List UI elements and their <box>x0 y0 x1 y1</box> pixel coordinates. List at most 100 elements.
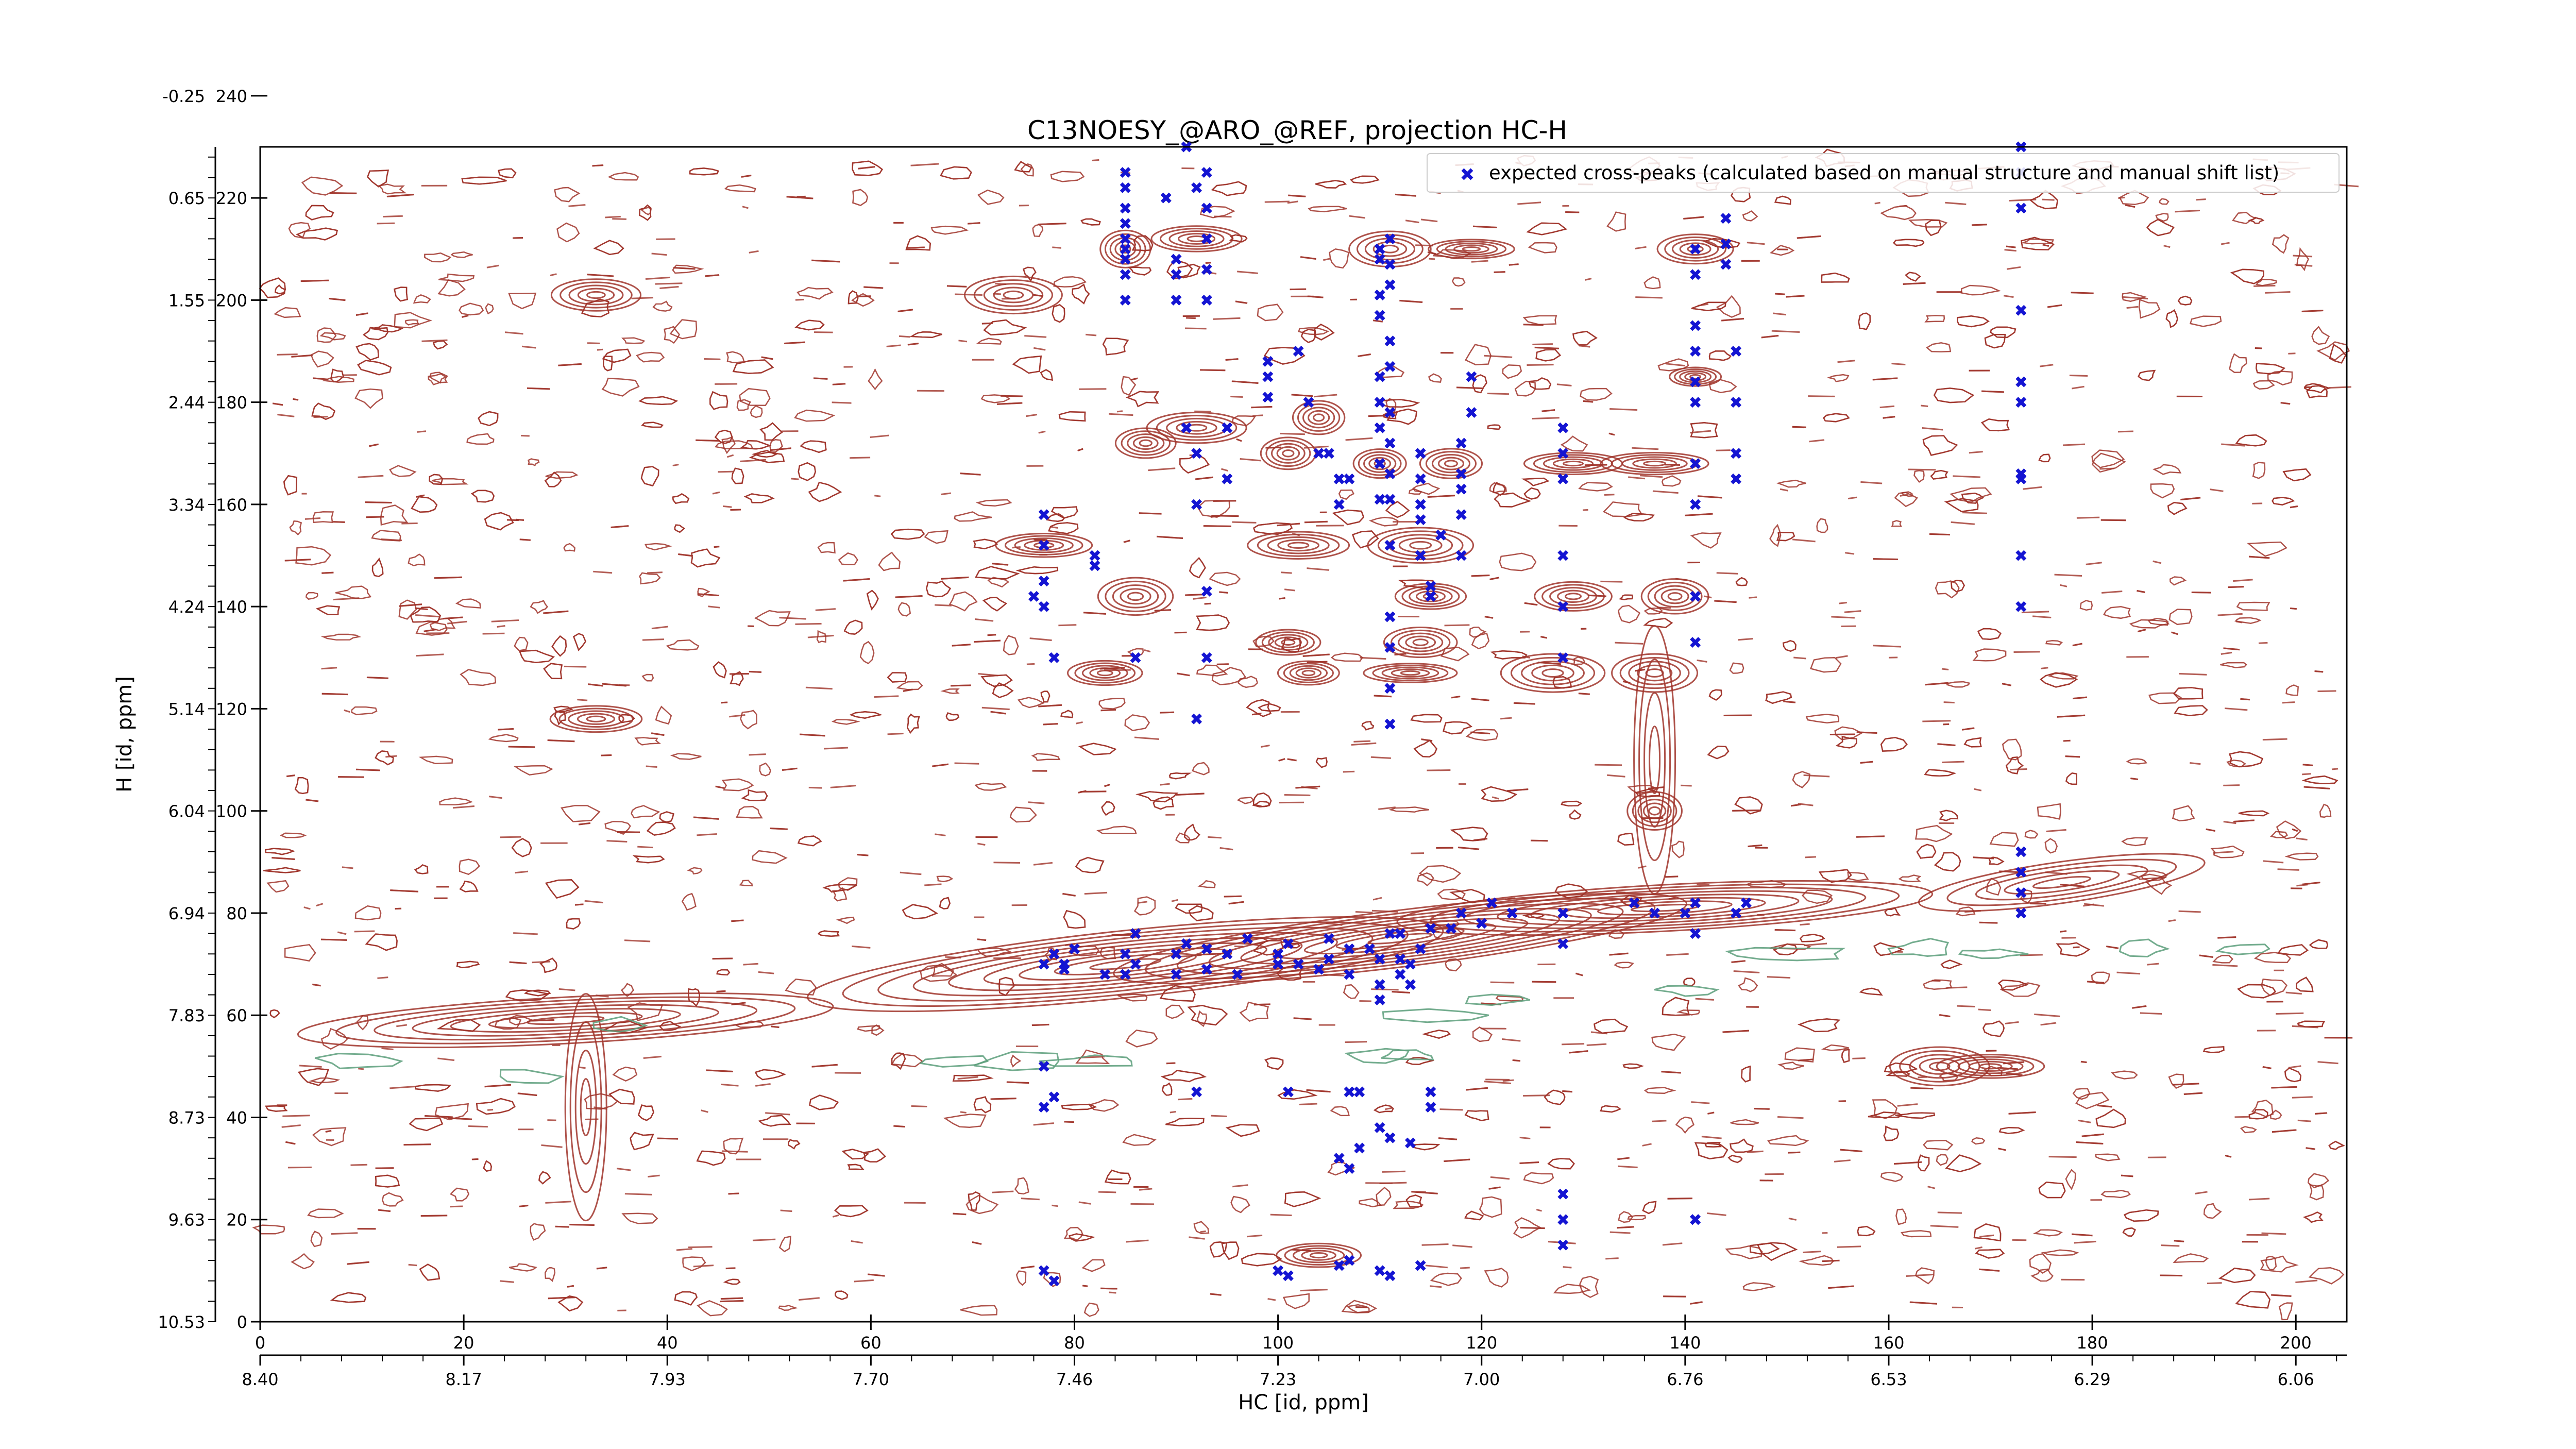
contour-line <box>1051 506 1078 519</box>
contour-line <box>1040 690 1050 703</box>
contour-line <box>305 592 318 600</box>
contour-line <box>2037 803 2061 820</box>
contour-line <box>1252 414 1263 417</box>
contour-line <box>455 598 481 609</box>
contour-line <box>1543 456 1604 471</box>
contour-line <box>814 331 833 333</box>
peak-marker-stroke <box>1690 397 1701 408</box>
contour-line <box>2270 831 2288 838</box>
contour-line <box>381 1047 394 1051</box>
contour-line <box>1291 394 1313 397</box>
contour-line <box>486 264 499 268</box>
contour-line <box>1691 1101 1710 1104</box>
contour-line <box>952 644 971 647</box>
peak-marker-stroke <box>1466 371 1477 382</box>
peak-marker-stroke <box>1038 540 1049 551</box>
contour-line <box>2056 942 2091 957</box>
contour-line <box>1974 1246 1982 1250</box>
contour-line <box>1495 995 1524 1002</box>
contour-line <box>1104 1169 1131 1185</box>
contour-line <box>488 796 502 799</box>
contour-line <box>283 475 298 496</box>
x-tick-label-index: 140 <box>1669 1333 1701 1353</box>
contour-line <box>415 621 448 636</box>
peak-marker-stroke <box>1038 1102 1049 1113</box>
contour-line <box>2079 600 2093 611</box>
contour-line <box>2189 315 2222 327</box>
contour-line <box>550 278 642 312</box>
contour-line <box>868 368 883 391</box>
contour-line <box>1826 374 1850 382</box>
contour-line <box>832 401 852 404</box>
contour-line <box>1114 241 1137 258</box>
peak-marker-stroke <box>1415 943 1426 954</box>
contour-line <box>2229 353 2247 373</box>
contour-line <box>325 1130 332 1133</box>
contour-line <box>2297 1020 2326 1027</box>
peak-marker <box>1557 1214 1569 1225</box>
peak-marker <box>1404 1137 1416 1149</box>
contour-line <box>1241 1253 1282 1267</box>
contour-line <box>548 1296 575 1300</box>
contour-line <box>740 710 757 730</box>
contour-line <box>1685 513 1713 516</box>
contour-line <box>314 1053 403 1069</box>
contour-line <box>1463 887 1867 929</box>
contour-line <box>1069 1233 1095 1242</box>
contour-line <box>893 1125 905 1128</box>
peak-marker <box>1690 346 1701 357</box>
contour-line <box>952 1074 994 1082</box>
contour-line <box>1510 656 1596 689</box>
peak-marker <box>1171 969 1182 980</box>
contour-line <box>1247 1234 1263 1238</box>
contour-line <box>1578 482 1613 492</box>
contour-line <box>1456 386 1484 390</box>
contour-line <box>2317 1061 2338 1065</box>
peak-marker <box>1120 969 1131 980</box>
contour-line <box>564 993 607 1222</box>
contour-line <box>2225 707 2248 711</box>
contour-line <box>2097 1104 2112 1108</box>
contour-line <box>1586 1043 1607 1046</box>
contour-line <box>1225 358 1239 361</box>
contour-line <box>1856 835 1885 838</box>
contour-line <box>1183 823 1200 841</box>
contour-line <box>830 785 857 788</box>
contour-line <box>1033 862 1053 866</box>
peak-marker-stroke <box>1191 499 1202 510</box>
peak-marker <box>1201 233 1212 244</box>
peak-marker <box>1374 979 1385 990</box>
contour-line <box>316 327 337 343</box>
contour-line <box>561 805 601 822</box>
contour-line <box>1050 171 1085 182</box>
contour-line <box>2223 647 2240 651</box>
contour-line <box>1835 735 1857 749</box>
contour-line <box>1381 666 1439 680</box>
contour-line <box>631 297 654 299</box>
contour-line <box>1083 1302 1099 1317</box>
contour-line <box>1974 788 1982 791</box>
peak-marker <box>1222 473 1233 484</box>
peak-marker-stroke <box>1629 897 1640 908</box>
contour-line <box>2008 1111 2036 1115</box>
contour-line <box>568 284 624 306</box>
contour-line <box>365 933 398 951</box>
contour-line <box>1513 702 1535 705</box>
peak-marker <box>1201 167 1212 178</box>
peak-marker-stroke <box>1048 948 1060 959</box>
peak-marker-stroke <box>1323 933 1334 944</box>
peak-marker <box>1415 448 1426 459</box>
contour-line <box>563 543 576 552</box>
contour-line <box>1939 1014 1951 1018</box>
contour-line <box>651 732 665 736</box>
contour-line <box>1078 1201 1091 1205</box>
contour-line <box>1734 796 1763 815</box>
peak-marker <box>1384 437 1396 449</box>
contour-line <box>291 354 313 358</box>
contour-line <box>1427 769 1451 771</box>
contour-line <box>834 1205 869 1218</box>
contour-line <box>1957 1058 2024 1074</box>
x-tick-label-ppm: 7.70 <box>853 1370 889 1389</box>
peak-marker <box>2015 473 2027 484</box>
contour-line <box>808 481 842 502</box>
